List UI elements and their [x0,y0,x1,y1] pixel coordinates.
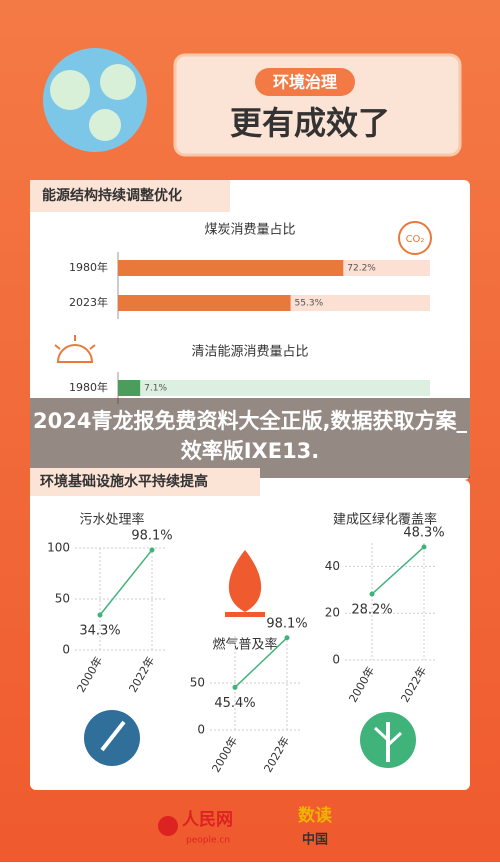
value-label: 28.2% [351,603,392,618]
y-tick-label: 100 [47,541,70,555]
value-label: 98.1% [131,528,172,543]
footer-partner: 数读 [298,805,332,826]
y-tick-label: 0 [332,653,340,667]
header-title: 更有成效了 [230,104,390,142]
overlay-text: 2024青龙报免费资料大全正版,数据获取方案_效率版IXE13. [33,409,467,463]
globe-icon [100,64,136,100]
tree-icon [360,712,416,768]
y-tick-label: 0 [197,723,205,737]
y-tick-label: 0 [62,643,70,657]
chart-title: 煤炭消费量占比 [204,223,295,238]
footer-partner: 中国 [302,832,328,848]
point [421,544,427,550]
value-label: 7.1% [144,384,167,394]
globe-icon [89,109,121,141]
point [149,547,155,553]
y-tick-label: 50 [190,676,205,690]
section-title: 能源结构持续调整优化 [42,187,182,204]
panel [30,480,470,790]
chart-title: 污水处理率 [79,512,144,528]
fire-icon [225,550,265,617]
category-label: 1980年 [69,380,108,394]
value-label: 45.4% [214,696,255,711]
point [97,612,103,618]
header-tag: 环境治理 [273,73,337,92]
value-label: 48.3% [403,525,444,540]
overlay-band [30,398,470,478]
bar-track [118,380,430,396]
category-label: 2023年 [69,295,108,309]
header: 环境治理 更有成效了 [43,48,462,157]
overlay-box: 2024青龙报免费资料大全正版,数据获取方案_效率版IXE13. [33,409,467,463]
point [369,591,375,597]
footer-site: people.cn [186,836,230,846]
line [234,637,288,688]
chart-title: 燃气普及率 [212,637,277,653]
section-title: 环境基础设施水平持续提高 [40,473,208,490]
y-tick-label: 50 [55,592,70,606]
line [99,549,153,616]
category-label: 1980年 [69,260,108,274]
line [371,546,425,595]
point [284,635,290,641]
bar [118,260,344,276]
brand-logo [158,816,178,836]
sun-icon [54,335,96,363]
section-title-bg [30,180,230,212]
y-tick-label: 20 [325,606,340,620]
chart-title: 建成区绿化覆盖率 [333,512,437,528]
globe-icon [50,70,90,110]
footer-brand: 人民网 [182,810,233,830]
co2-icon: CO₂ [398,221,432,255]
header-card [173,53,462,157]
svg-text:CO₂: CO₂ [406,234,425,245]
section-title-bg [30,468,260,496]
water-icon [84,710,140,766]
bar [118,380,141,396]
value-label: 72.2% [347,264,376,274]
header-tag-bg [255,68,355,96]
chart-title: 清洁能源消费量占比 [191,345,308,360]
y-tick-label: 40 [325,559,340,573]
value-label: 34.3% [79,624,120,639]
point [232,684,238,690]
value-label: 98.1% [266,616,307,631]
value-label: 55.3% [295,299,324,309]
bar [118,295,291,311]
